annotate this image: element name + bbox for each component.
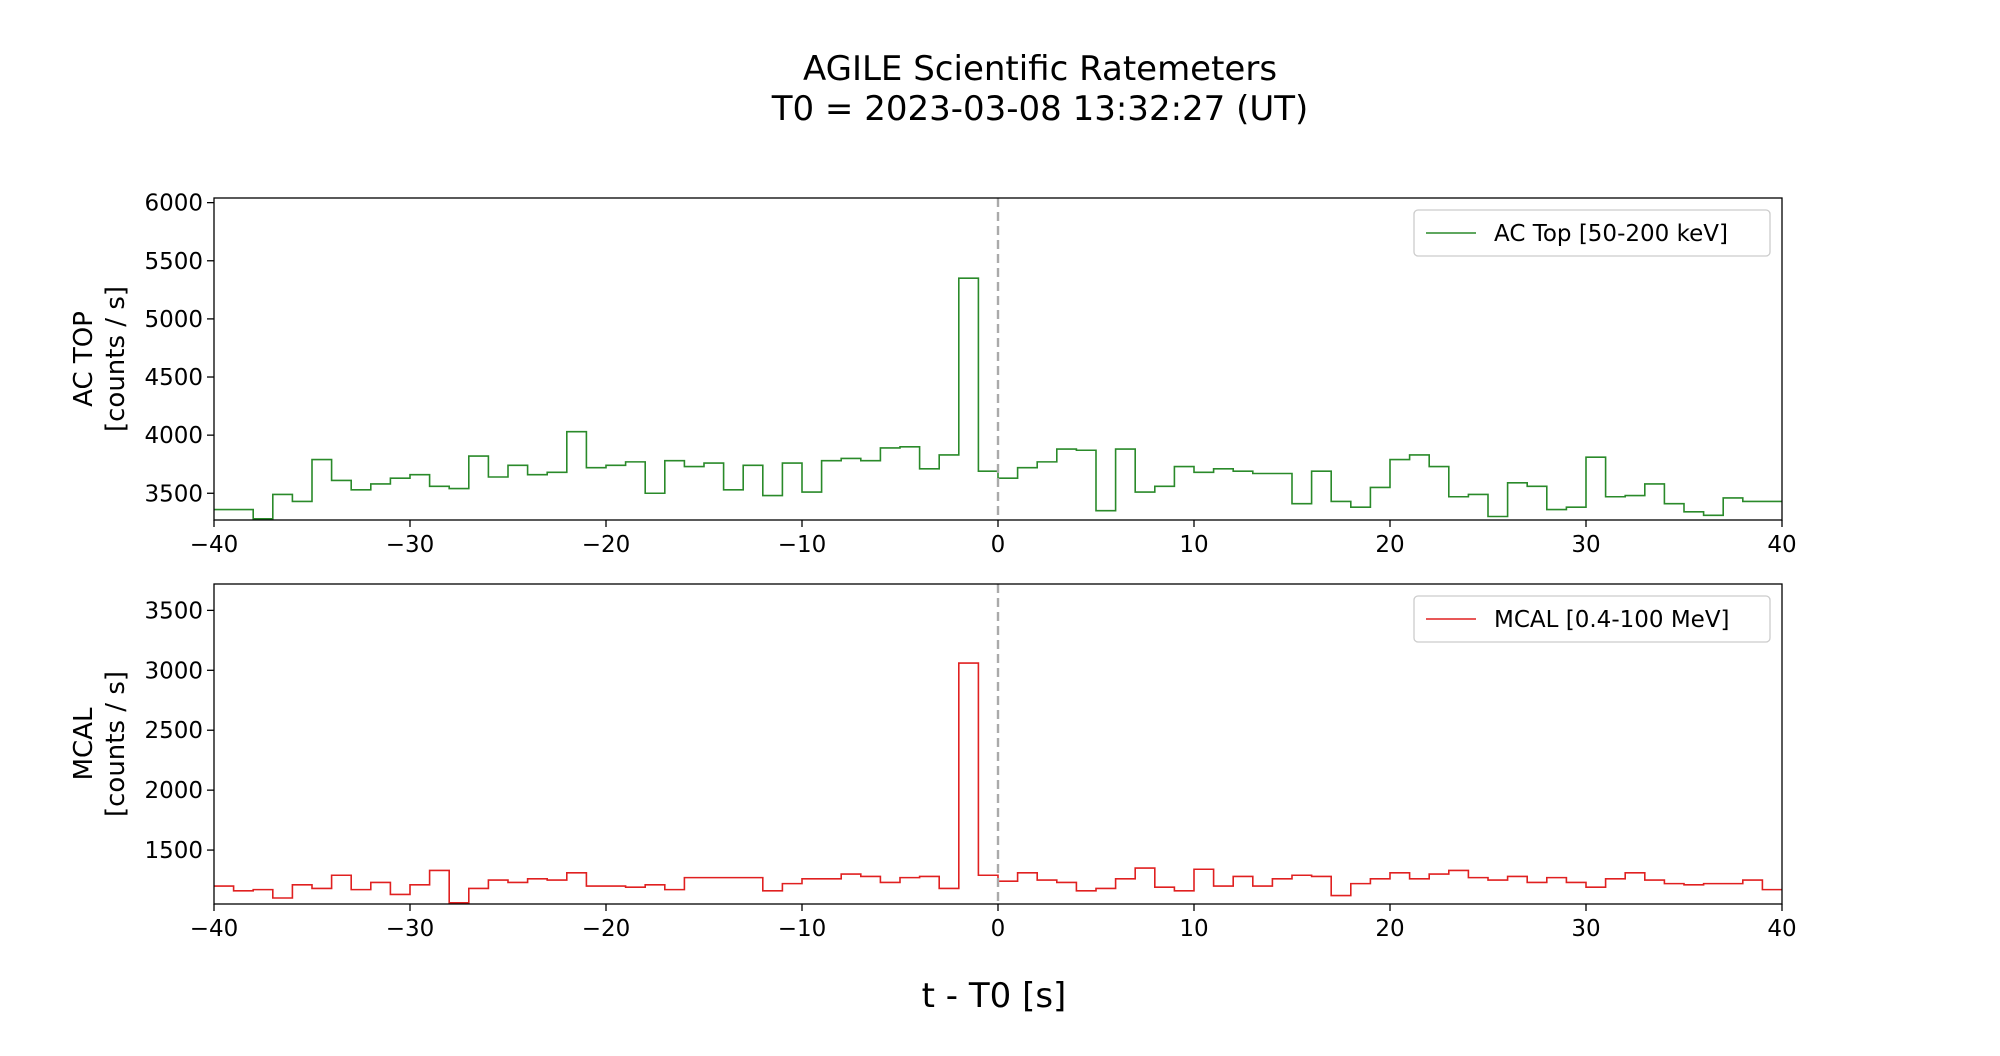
y-tick-label: 4500	[144, 365, 203, 391]
figure-title-line1: AGILE Scientific Ratemeters	[803, 49, 1277, 89]
mcal-panel: −40 −30 −20 −10 0 10 20 30 40 1500 2000 2500 3000 350…	[69, 583, 1797, 942]
x-tick-label: 20	[1375, 532, 1404, 558]
y-tick-label: 6000	[144, 191, 203, 217]
y-tick-label: 5000	[144, 307, 203, 333]
x-tick-label: 10	[1179, 916, 1208, 942]
x-tick-label: −20	[582, 532, 631, 558]
x-tick-label: 40	[1767, 532, 1796, 558]
x-tick-label: −10	[778, 916, 827, 942]
x-tick-label: 30	[1571, 532, 1600, 558]
legend-box	[1413, 209, 1771, 257]
x-tick-label: −40	[190, 916, 239, 942]
x-tick-label: 40	[1767, 916, 1796, 942]
x-tick-label: 10	[1179, 532, 1208, 558]
y-tick-label: 4000	[144, 423, 203, 449]
figure-title-line2: T0 = 2023-03-08 13:32:27 (UT)	[771, 89, 1309, 129]
legend-label: MCAL [0.4-100 MeV]	[1494, 607, 1730, 633]
y-tick-label: 3000	[144, 658, 203, 684]
x-tick-label: 30	[1571, 916, 1600, 942]
x-tick-label: −40	[190, 532, 239, 558]
series-line-0	[214, 662, 1782, 904]
y-tick-label: 5500	[144, 249, 203, 275]
x-tick-label: −30	[386, 532, 435, 558]
x-tick-label: −30	[386, 916, 435, 942]
x-tick-label: −20	[582, 916, 631, 942]
x-tick-label: 0	[991, 532, 1006, 558]
x-tick-label: 0	[991, 916, 1006, 942]
y-axis-label-line1: MCAL	[69, 707, 99, 780]
y-tick-label: 1500	[144, 838, 203, 864]
y-tick-label: 2000	[144, 778, 203, 804]
legend-box	[1413, 595, 1771, 643]
legend-label: AC Top [50-200 keV]	[1494, 221, 1728, 247]
y-tick-label: 3500	[144, 598, 203, 624]
ac-top-panel: −40 −30 −20 −10 0 10 20 30 40 3500 4000 4500 5000 550…	[69, 191, 1797, 558]
y-tick-label: 2500	[144, 718, 203, 744]
x-tick-label: −10	[778, 532, 827, 558]
y-axis-label-line2: [counts / s]	[101, 286, 131, 432]
y-axis-label-line1: AC TOP	[69, 311, 99, 407]
x-tick-label: 20	[1375, 916, 1404, 942]
x-axis-label: t - T0 [s]	[922, 976, 1067, 1016]
y-tick-label: 3500	[144, 481, 203, 507]
y-axis-label-line2: [counts / s]	[101, 671, 131, 817]
